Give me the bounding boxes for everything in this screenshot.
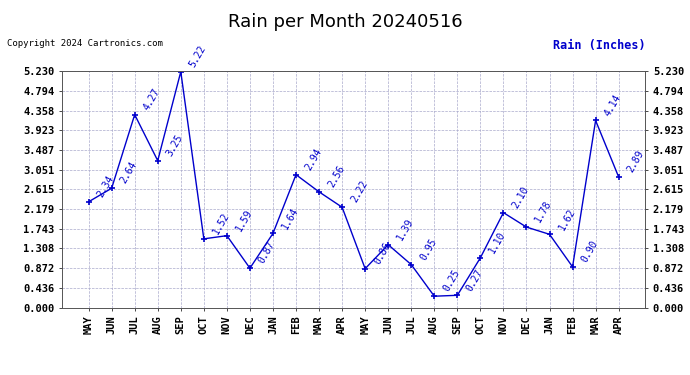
Text: 2.10: 2.10 [511,184,531,210]
Text: 5.22: 5.22 [188,44,208,69]
Text: 0.95: 0.95 [418,237,439,262]
Text: 2.56: 2.56 [326,164,346,189]
Text: 1.78: 1.78 [533,199,554,224]
Text: 0.87: 0.87 [257,240,277,266]
Text: 2.89: 2.89 [626,149,646,174]
Text: 1.64: 1.64 [280,205,300,231]
Text: 1.62: 1.62 [556,206,577,231]
Text: 4.27: 4.27 [141,87,162,112]
Text: 0.90: 0.90 [580,239,600,264]
Text: Rain per Month 20240516: Rain per Month 20240516 [228,13,462,31]
Text: 1.39: 1.39 [395,217,415,242]
Text: 2.64: 2.64 [119,160,139,186]
Text: 1.10: 1.10 [487,230,508,255]
Text: 0.27: 0.27 [464,267,484,292]
Text: 2.22: 2.22 [349,179,369,204]
Text: 3.25: 3.25 [165,132,185,158]
Text: 2.94: 2.94 [303,147,324,172]
Text: 0.25: 0.25 [441,268,462,293]
Text: Rain (Inches): Rain (Inches) [553,39,645,53]
Text: 4.14: 4.14 [602,92,623,118]
Text: 0.86: 0.86 [372,240,393,266]
Text: 1.59: 1.59 [234,207,254,233]
Text: Copyright 2024 Cartronics.com: Copyright 2024 Cartronics.com [7,39,163,48]
Text: 2.34: 2.34 [95,174,116,199]
Text: 1.52: 1.52 [210,211,231,236]
